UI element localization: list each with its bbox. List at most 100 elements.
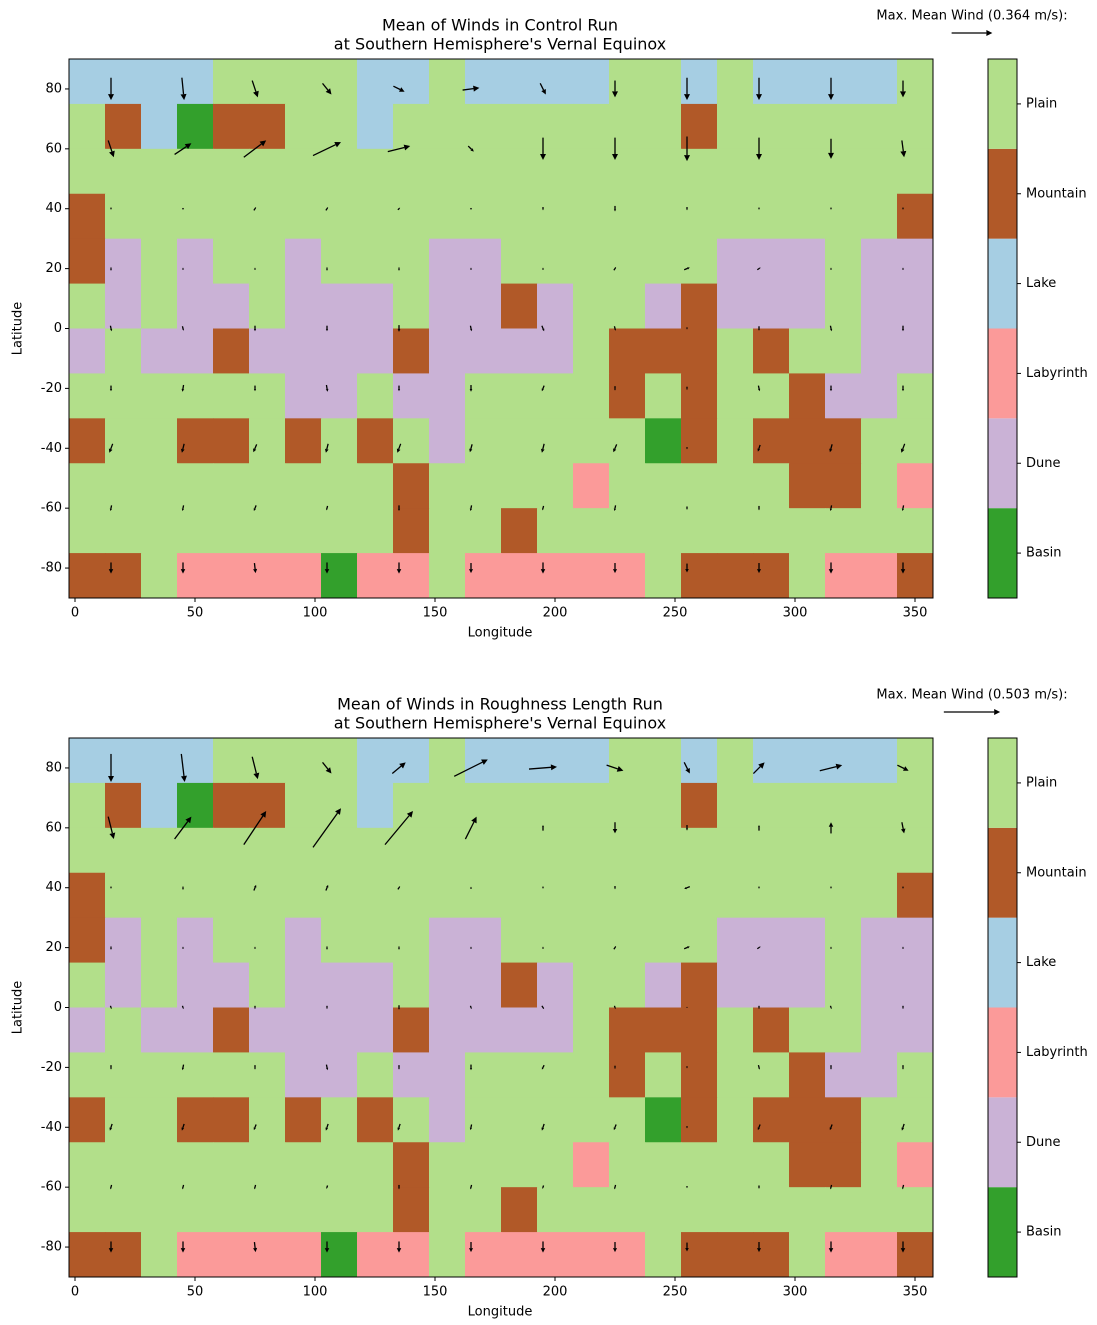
terrain-cell <box>285 329 322 374</box>
terrain-cell <box>105 1097 142 1142</box>
terrain-cell <box>861 1008 898 1053</box>
arrow-shaft <box>470 326 471 329</box>
terrain-cell <box>753 1232 790 1277</box>
arrow-shaft <box>471 1124 472 1127</box>
terrain-cell <box>609 783 646 828</box>
terrain-cell <box>321 284 358 329</box>
terrain-cell <box>573 1142 610 1187</box>
terrain-cell <box>213 59 250 104</box>
terrain-cell <box>285 373 322 418</box>
terrain-cell <box>141 1187 178 1232</box>
arrow-shaft <box>615 1185 616 1188</box>
terrain-cell <box>825 373 862 418</box>
terrain-cell <box>717 553 754 598</box>
figure: 050100150200250300350-80-60-40-200204060… <box>0 0 1097 1321</box>
terrain-cell <box>69 918 106 963</box>
terrain-cell <box>105 329 142 374</box>
terrain-cell <box>753 194 790 239</box>
terrain-cell <box>321 873 358 918</box>
terrain-cell <box>69 1142 106 1187</box>
terrain-cell <box>609 738 646 783</box>
terrain-cell <box>609 329 646 374</box>
terrain-cell <box>249 1232 286 1277</box>
terrain-cell <box>105 553 142 598</box>
terrain-cell <box>69 149 106 194</box>
terrain-cell <box>753 284 790 329</box>
terrain-cell <box>429 508 466 553</box>
terrain-cell <box>861 329 898 374</box>
terrain-cell <box>645 918 682 963</box>
terrain-cell <box>573 149 610 194</box>
terrain-cell <box>213 963 250 1008</box>
terrain-cell <box>717 828 754 873</box>
terrain-cell <box>681 418 718 463</box>
arrow-shaft <box>327 1185 328 1187</box>
terrain-cell <box>789 329 826 374</box>
terrain-cell <box>789 918 826 963</box>
terrain-cell <box>213 553 250 598</box>
arrow-shaft <box>110 326 111 329</box>
terrain-cell <box>357 828 394 873</box>
terrain-cell <box>465 418 502 463</box>
arrow-shaft <box>111 1185 112 1188</box>
terrain-cell <box>213 1142 250 1187</box>
terrain-cell <box>645 828 682 873</box>
terrain-cell <box>681 373 718 418</box>
x-tick-label: 0 <box>71 1285 79 1300</box>
terrain-cell <box>753 553 790 598</box>
terrain-cell <box>825 873 862 918</box>
terrain-cell <box>285 104 322 149</box>
terrain-cell <box>141 329 178 374</box>
terrain-cell <box>645 463 682 508</box>
terrain-cell <box>861 1142 898 1187</box>
arrow-shaft <box>903 1185 904 1188</box>
terrain-cell <box>357 284 394 329</box>
terrain-cell <box>393 418 430 463</box>
terrain-cell <box>321 329 358 374</box>
terrain-cell <box>321 1187 358 1232</box>
terrain-cell <box>501 194 538 239</box>
terrain-cell <box>177 783 214 828</box>
terrain-cell <box>681 194 718 239</box>
terrain-cell <box>537 508 574 553</box>
terrain-cell <box>717 1097 754 1142</box>
terrain-cell <box>465 104 502 149</box>
terrain-cell <box>249 418 286 463</box>
terrain-cell <box>105 373 142 418</box>
arrow-shaft <box>903 505 904 508</box>
terrain-cell <box>897 963 934 1008</box>
terrain-cell <box>897 1052 934 1097</box>
terrain-cell <box>285 59 322 104</box>
terrain-cell <box>357 553 394 598</box>
terrain-cell <box>573 239 610 284</box>
terrain-cell <box>393 329 430 374</box>
terrain-cell <box>357 738 394 783</box>
terrain-cell <box>573 463 610 508</box>
terrain-cell <box>717 1052 754 1097</box>
terrain-cell <box>285 284 322 329</box>
x-tick-label: 0 <box>71 606 79 621</box>
terrain-cell <box>213 918 250 963</box>
terrain-cell <box>69 194 106 239</box>
terrain-cell <box>753 329 790 374</box>
terrain-cell <box>573 1052 610 1097</box>
colorbar-segment <box>988 1187 1017 1277</box>
terrain-cell <box>537 1097 574 1142</box>
terrain-cell <box>573 553 610 598</box>
terrain-cell <box>537 239 574 284</box>
terrain-cell <box>69 873 106 918</box>
terrain-cell <box>609 1008 646 1053</box>
terrain-cell <box>789 418 826 463</box>
terrain-cell <box>789 373 826 418</box>
terrain-cell <box>321 738 358 783</box>
terrain-cell <box>357 149 394 194</box>
terrain-cell <box>897 918 934 963</box>
terrain-cell <box>861 59 898 104</box>
terrain-cell <box>537 1232 574 1277</box>
arrow-shaft <box>543 506 544 509</box>
terrain-cell <box>501 239 538 284</box>
terrain-cell <box>465 963 502 1008</box>
terrain-cell <box>69 1052 106 1097</box>
terrain-cell <box>285 1052 322 1097</box>
